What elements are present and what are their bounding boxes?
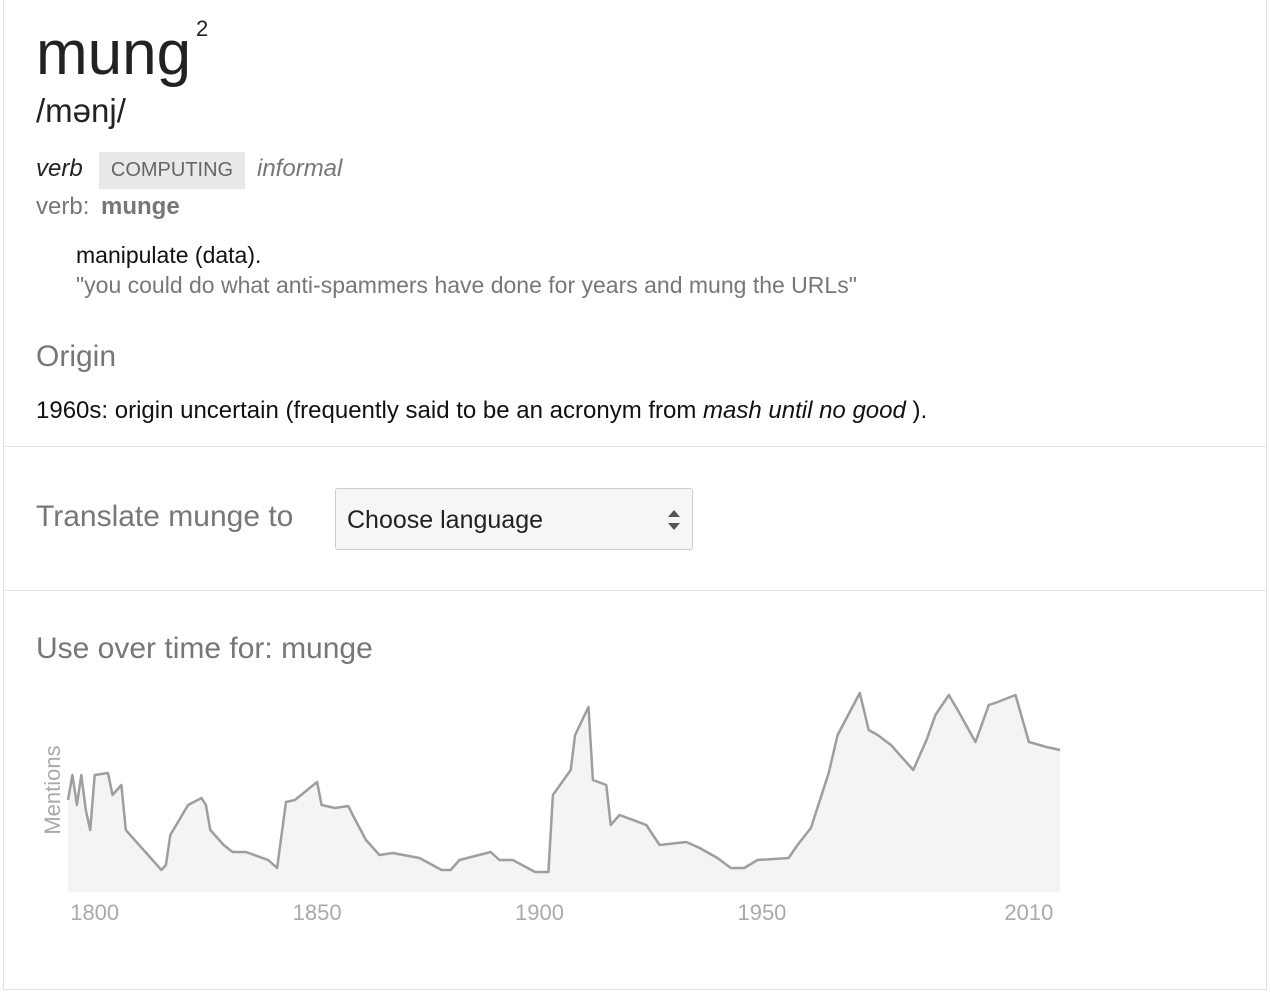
headword: mung — [36, 19, 192, 88]
origin-heading: Origin — [36, 340, 117, 373]
inflection: munge — [101, 193, 180, 220]
x-tick-label: 1850 — [293, 900, 342, 925]
dictionary-card — [3, 0, 1267, 990]
origin-after: ). — [912, 397, 928, 424]
language-select[interactable]: Choose language — [335, 488, 693, 550]
line — [66, 691, 1061, 874]
x-tick-label: 1950 — [737, 900, 786, 925]
definition: manipulate (data). — [76, 242, 262, 268]
register: informal — [257, 155, 343, 182]
pronunciation: /mənj/ — [36, 92, 126, 129]
x-tick-label: 1900 — [515, 900, 564, 925]
example: "you could do what anti-spammers have do… — [76, 272, 857, 298]
x-tick-label: 2010 — [1004, 900, 1053, 925]
select-text: Choose language — [347, 506, 543, 534]
superscript: 2 — [196, 16, 209, 41]
area — [68, 693, 1060, 892]
origin-emphasis: mash until no good — [703, 397, 906, 424]
x-tick-label: 1800 — [70, 900, 119, 925]
chart: Mentions 1800 1850 1900 1950 2010 — [40, 691, 1061, 925]
domain-tag: COMPUTING — [99, 152, 245, 189]
y-axis-label: Mentions — [40, 745, 65, 834]
inflection-label: verb: — [36, 193, 90, 220]
chart-title: Use over time for: munge — [36, 632, 373, 665]
select-arrows — [668, 510, 680, 530]
translate-label: Translate munge to — [36, 500, 294, 533]
separator — [3, 446, 1267, 447]
part-of-speech: verb — [36, 155, 83, 182]
origin-text: 1960s: origin uncertain (frequently said… — [36, 397, 927, 425]
separator — [3, 590, 1267, 591]
origin-before: 1960s: origin uncertain (frequently said… — [36, 397, 697, 424]
